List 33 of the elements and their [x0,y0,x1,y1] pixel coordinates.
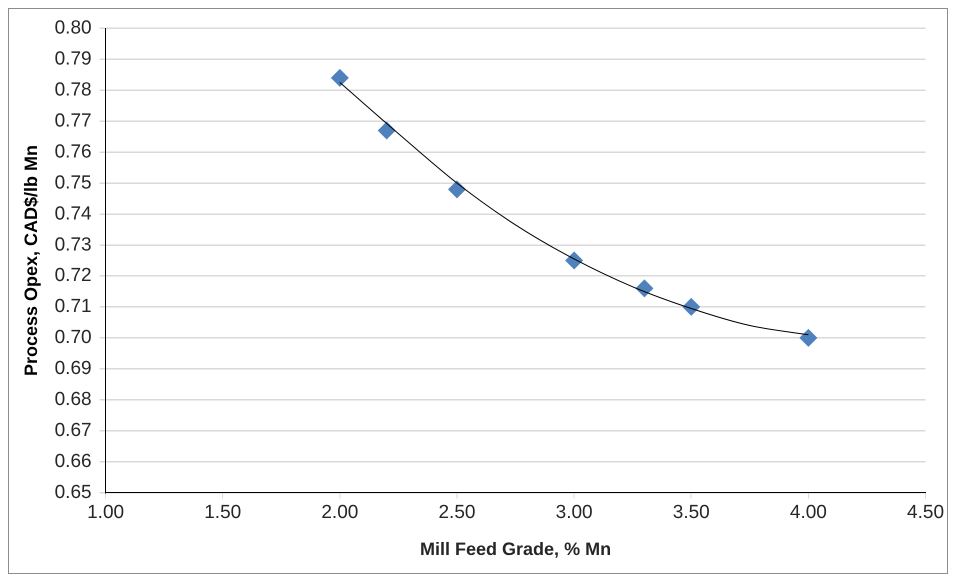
y-tick-label: 0.70 [54,327,92,348]
x-axis-title: Mill Feed Grade, % Mn [420,539,612,560]
y-tick-label: 0.79 [54,48,92,70]
x-tick-label: 4.00 [790,502,827,524]
y-tick-label: 0.67 [54,420,92,441]
y-tick-label: 0.69 [54,358,92,380]
y-tick-label: 0.73 [54,234,92,256]
point [330,68,349,87]
y-axis-title: Process Opex, CAD$/lb Mn [20,144,41,376]
y-tick-label: 0.71 [54,296,92,318]
point [799,328,818,347]
y-tick-label: 0.75 [54,172,92,194]
x-tick-label: 3.00 [556,502,593,524]
x-tick-label: 2.50 [438,502,476,524]
point [448,180,466,198]
x-tick-label: 3.50 [672,502,710,524]
x-tick-label: 1.00 [87,502,124,524]
x-tick-label: 1.50 [204,502,242,524]
point [635,279,654,298]
x-tick-label: 4.50 [907,502,944,524]
y-tick-label: 0.76 [54,141,92,162]
point [682,298,700,316]
x-tick-label: 2.00 [321,502,358,524]
y-tick-label: 0.77 [54,110,92,132]
y-tick-label: 0.65 [54,482,92,503]
point [565,252,584,270]
y-tick-label: 0.72 [54,265,92,286]
y-tick-label: 0.80 [54,18,92,39]
y-tick-label: 0.66 [54,450,92,472]
y-tick-label: 0.78 [54,80,92,101]
y-tick-label: 0.74 [54,203,92,224]
point [378,122,396,140]
y-tick-label: 0.68 [54,388,92,410]
